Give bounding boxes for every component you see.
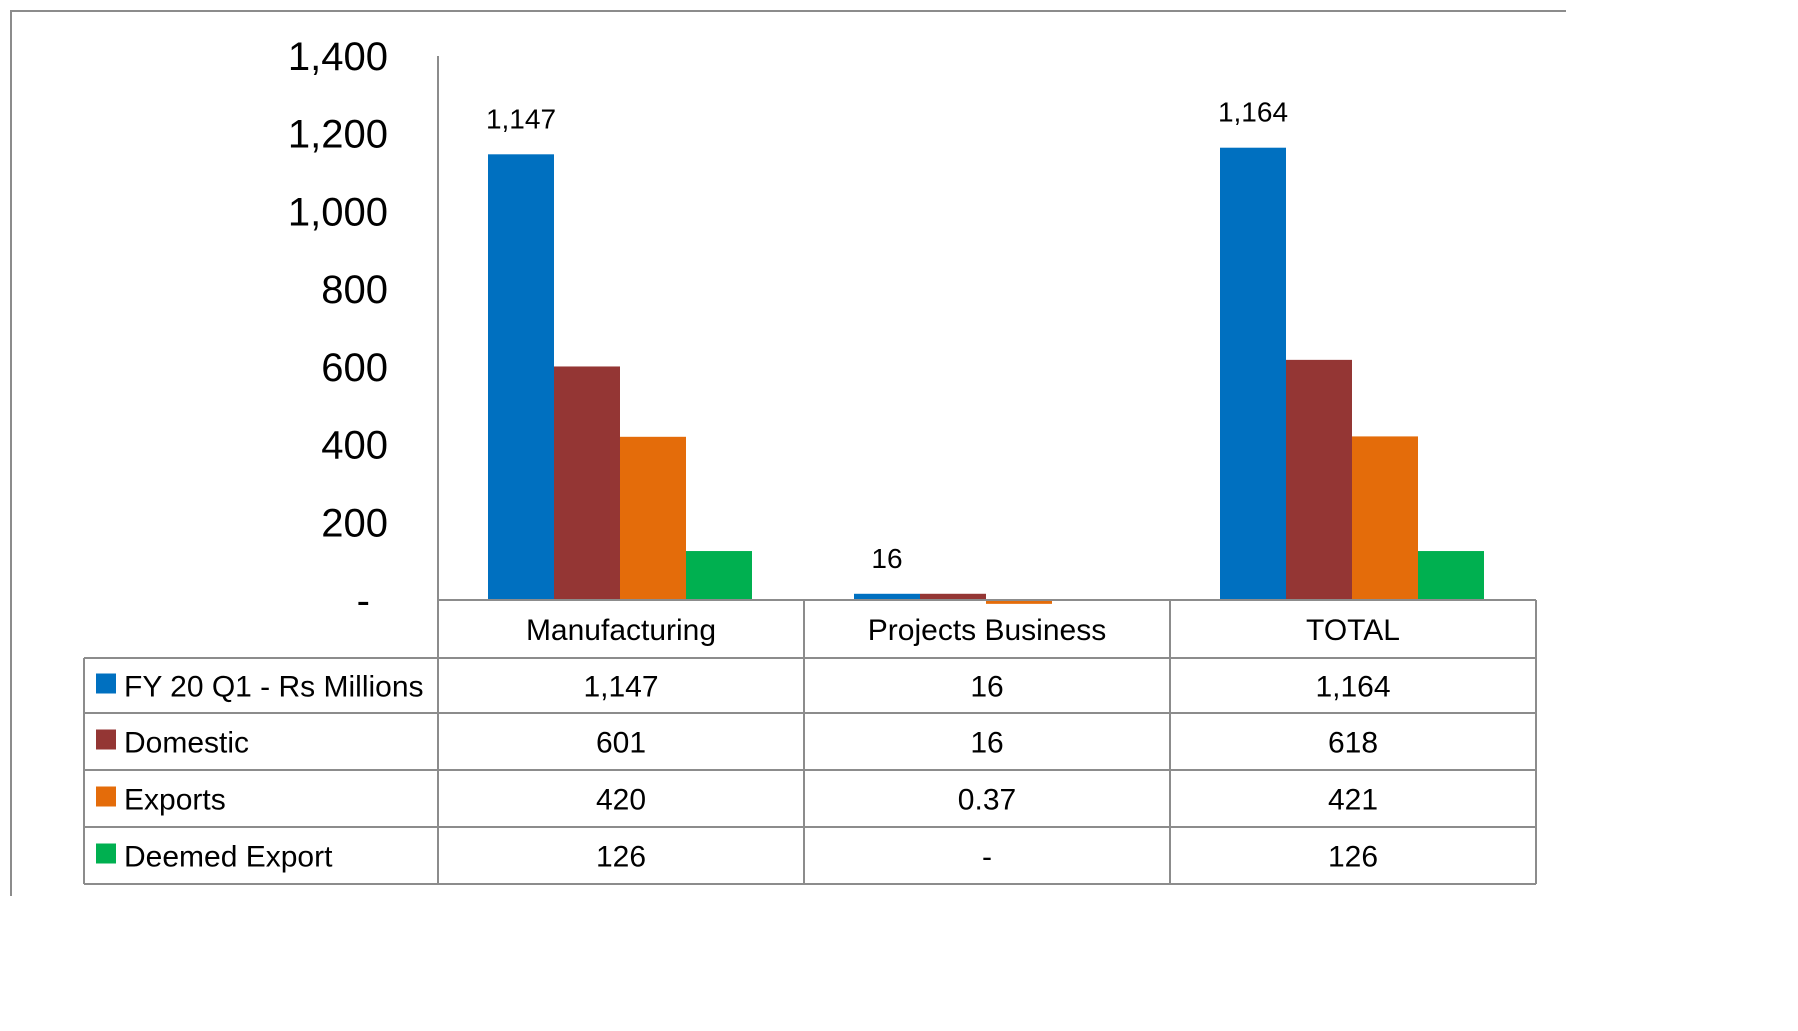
data-label: 1,147 [486, 103, 556, 134]
bar [1352, 436, 1418, 600]
y-tick-label: 200 [321, 501, 388, 545]
table-cell: 421 [1328, 784, 1378, 817]
table-cell: 16 [970, 727, 1003, 760]
table-cell: 1,147 [583, 671, 658, 704]
bars [488, 147, 1484, 604]
table-cell: 1,164 [1315, 671, 1390, 704]
bar [686, 551, 752, 600]
table-cell: 126 [596, 841, 646, 874]
legend-key [96, 786, 116, 807]
bar [1220, 147, 1286, 600]
y-axis: - 200 400 600 800 1,000 1,200 1,400 [288, 35, 439, 623]
table-cell: - [982, 841, 992, 874]
legend-key [96, 729, 116, 750]
y-tick-label: 1,000 [288, 190, 388, 234]
category-label: TOTAL [1306, 614, 1400, 647]
series-name: Deemed Export [124, 841, 333, 874]
y-tick-label: 1,400 [288, 35, 388, 79]
table-cell: 420 [596, 784, 646, 817]
table-cell: 16 [970, 671, 1003, 704]
data-label: 1,164 [1218, 97, 1288, 128]
legend-key [96, 673, 116, 694]
data-label: 16 [871, 543, 902, 574]
data-labels: 1,147 16 1,164 [486, 97, 1288, 574]
category-label: Manufacturing [526, 614, 716, 647]
table-cell: 601 [596, 727, 646, 760]
bar [986, 599, 1052, 604]
bar [920, 593, 986, 600]
y-tick-label: 600 [321, 346, 388, 390]
chart-frame [10, 10, 1566, 896]
bar [1418, 551, 1484, 600]
bar [488, 154, 554, 600]
bar [1286, 359, 1352, 600]
table-cell: 126 [1328, 841, 1378, 874]
y-tick-label: 1,200 [288, 113, 388, 157]
series-name: Exports [124, 784, 226, 817]
bar [620, 436, 686, 600]
table-cell: 0.37 [958, 784, 1016, 817]
y-tick-label: - [357, 579, 370, 623]
category-label: Projects Business [868, 614, 1106, 647]
table-cell: 618 [1328, 727, 1378, 760]
bar [554, 366, 620, 600]
series-name: Domestic [124, 727, 249, 760]
y-tick-label: 400 [321, 424, 388, 468]
data-table: Manufacturing Projects Business TOTAL FY 20… [83, 599, 1537, 885]
y-tick-label: 800 [321, 268, 388, 312]
series-name: FY 20 Q1 - Rs Millions [124, 671, 424, 704]
bar [854, 593, 920, 600]
legend-key [96, 843, 116, 864]
